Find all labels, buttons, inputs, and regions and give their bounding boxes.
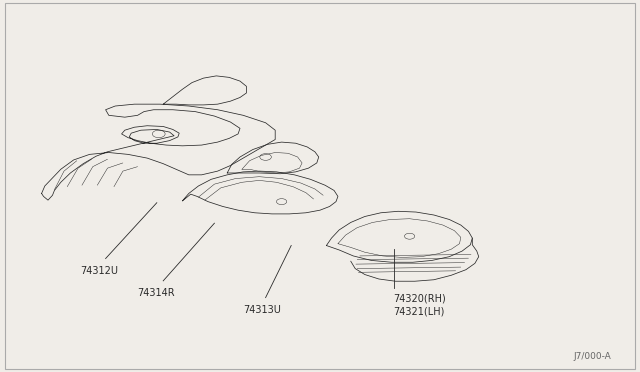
Text: 74320(RH): 74320(RH)	[394, 294, 446, 304]
Text: 74314R: 74314R	[138, 288, 175, 298]
Text: 74313U: 74313U	[243, 305, 281, 315]
Text: J7/000-A: J7/000-A	[573, 352, 611, 361]
Text: 74312U: 74312U	[80, 266, 118, 276]
Text: 74321(LH): 74321(LH)	[394, 307, 445, 317]
